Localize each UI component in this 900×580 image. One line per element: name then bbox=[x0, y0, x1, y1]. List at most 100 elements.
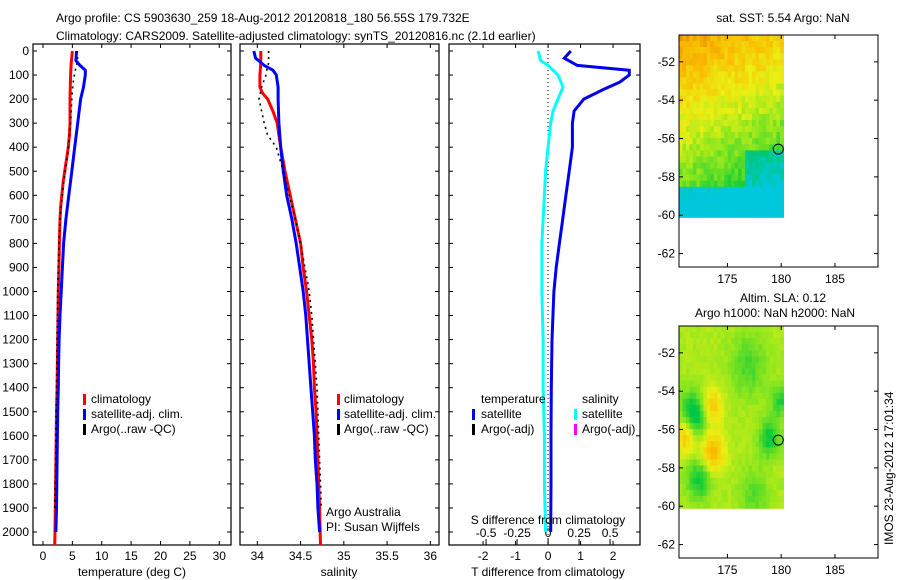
map-cell bbox=[759, 441, 764, 449]
legend-label-satellite: satellite-adj. clim. bbox=[91, 407, 183, 421]
map-cell bbox=[689, 65, 694, 73]
map-cell bbox=[717, 77, 722, 85]
map-cell bbox=[696, 411, 701, 418]
map-cell bbox=[734, 174, 739, 182]
map-cell bbox=[686, 362, 691, 370]
map-cell bbox=[759, 356, 764, 364]
map-cell bbox=[731, 344, 736, 351]
map-cell bbox=[738, 35, 743, 42]
map-cell bbox=[766, 205, 771, 212]
map-cell bbox=[772, 95, 777, 103]
map-cell bbox=[738, 398, 743, 406]
map-cell bbox=[748, 126, 753, 133]
map-cell bbox=[755, 162, 760, 170]
map-cell bbox=[734, 502, 739, 509]
map-cell bbox=[766, 126, 771, 133]
map-cell bbox=[731, 404, 736, 412]
map-cell bbox=[772, 453, 777, 461]
map-cell bbox=[727, 41, 732, 48]
map-cell bbox=[748, 138, 753, 145]
map-cell bbox=[686, 198, 691, 206]
map-cell bbox=[692, 35, 697, 42]
map-cell bbox=[720, 101, 725, 109]
map-cell bbox=[748, 101, 753, 109]
map-cell bbox=[762, 162, 767, 170]
map-cell bbox=[769, 113, 774, 121]
map-cell bbox=[727, 429, 732, 436]
map-cell bbox=[762, 374, 767, 382]
map-cell bbox=[731, 144, 736, 151]
map-cell bbox=[755, 41, 760, 48]
map-cell bbox=[710, 83, 715, 91]
map-cell bbox=[679, 53, 684, 60]
map-cell bbox=[727, 205, 732, 212]
map-cell bbox=[766, 477, 771, 485]
map-cell bbox=[766, 356, 771, 364]
map-cell bbox=[752, 53, 757, 60]
map-cell bbox=[776, 174, 781, 182]
map-cell bbox=[745, 356, 750, 364]
map-cell bbox=[703, 496, 708, 503]
map-cell bbox=[724, 411, 729, 418]
map-cell bbox=[717, 144, 722, 151]
map-cell bbox=[755, 441, 760, 449]
map-cell bbox=[686, 150, 691, 158]
map-cell bbox=[703, 53, 708, 60]
map-cell bbox=[769, 211, 774, 218]
map-cell bbox=[772, 404, 777, 412]
map-cell bbox=[686, 471, 691, 479]
map-cell bbox=[766, 496, 771, 503]
y-tick-label: -58 bbox=[658, 461, 676, 475]
map-cell bbox=[699, 344, 704, 351]
map-cell bbox=[734, 344, 739, 351]
map-cell bbox=[776, 489, 781, 497]
map-cell bbox=[689, 483, 694, 491]
map-cell bbox=[776, 380, 781, 388]
map-cell bbox=[703, 386, 708, 394]
map-cell bbox=[779, 374, 784, 382]
map-cell bbox=[686, 338, 691, 345]
map-cell bbox=[682, 174, 687, 182]
map-cell bbox=[686, 144, 691, 151]
map-cell bbox=[710, 174, 715, 182]
map-cell bbox=[766, 41, 771, 48]
map-cell bbox=[727, 53, 732, 60]
map-cell bbox=[741, 447, 746, 455]
map-cell bbox=[699, 198, 704, 206]
y-tick-label: 1500 bbox=[2, 405, 29, 419]
map-cell bbox=[766, 368, 771, 376]
map-cell bbox=[717, 180, 722, 188]
map-cell bbox=[679, 138, 684, 145]
map-cell bbox=[734, 53, 739, 60]
map-cell bbox=[703, 465, 708, 473]
map-cell bbox=[696, 107, 701, 115]
map-cell bbox=[710, 205, 715, 212]
map-cell bbox=[703, 126, 708, 133]
map-cell bbox=[769, 332, 774, 339]
map-cell bbox=[686, 459, 691, 467]
map-cell bbox=[727, 71, 732, 79]
map-cell bbox=[755, 180, 760, 188]
map-cell bbox=[727, 356, 732, 364]
map-cell bbox=[741, 65, 746, 73]
map-cell bbox=[772, 368, 777, 376]
map-cell bbox=[717, 192, 722, 200]
map-cell bbox=[717, 368, 722, 376]
map-cell bbox=[745, 77, 750, 85]
map-cell bbox=[755, 138, 760, 145]
map-cell bbox=[779, 35, 784, 42]
map-cell bbox=[689, 441, 694, 449]
map-cell bbox=[706, 411, 711, 418]
map-cell bbox=[682, 326, 687, 333]
map-cell bbox=[759, 502, 764, 509]
map-cell bbox=[717, 332, 722, 339]
map-cell bbox=[759, 411, 764, 418]
map-cell bbox=[682, 398, 687, 406]
map-cell bbox=[713, 368, 718, 376]
map-cell bbox=[710, 356, 715, 364]
map-cell bbox=[682, 502, 687, 509]
map-cell bbox=[696, 489, 701, 497]
map-cell bbox=[703, 35, 708, 42]
map-cell bbox=[717, 423, 722, 430]
map-cell bbox=[703, 423, 708, 430]
